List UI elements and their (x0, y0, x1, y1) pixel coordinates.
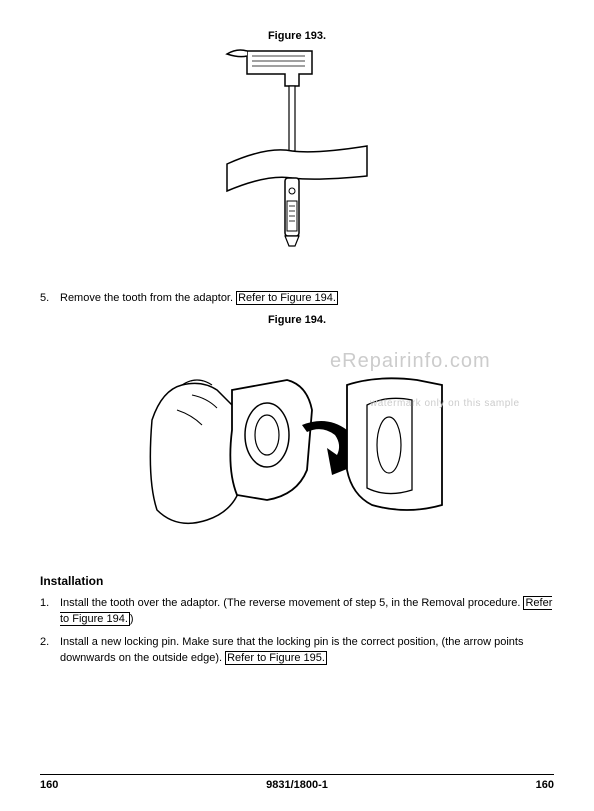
installation-heading: Installation (40, 574, 554, 588)
step-close: ) (130, 613, 134, 625)
step-body: Install the tooth over the adaptor. (The… (60, 597, 523, 609)
step-number: 1. (40, 596, 60, 627)
figure-193-label: Figure 193. (40, 30, 554, 42)
step-text: Install the tooth over the adaptor. (The… (60, 596, 554, 627)
removal-step-5: 5. Remove the tooth from the adaptor. Re… (40, 291, 554, 306)
figure-reference-link[interactable]: Refer to Figure 195. (225, 651, 327, 665)
step-text: Install a new locking pin. Make sure tha… (60, 635, 554, 666)
figure-reference-link[interactable]: Refer to Figure 194. (236, 291, 338, 305)
step-number: 5. (40, 291, 60, 306)
installation-step-1: 1. Install the tooth over the adaptor. (… (40, 596, 554, 627)
step-text: Remove the tooth from the adaptor. Refer… (60, 291, 554, 306)
watermark-sub: watermark only on this sample (370, 398, 520, 409)
figure-194-label: Figure 194. (40, 314, 554, 326)
figure-193-image (40, 46, 554, 271)
page-footer: 160 9831/1800-1 160 (40, 774, 554, 791)
step-body: Remove the tooth from the adaptor. (60, 292, 236, 304)
step-number: 2. (40, 635, 60, 666)
footer-doc-number: 9831/1800-1 (266, 779, 328, 791)
watermark-main: eRepairinfo.com (330, 350, 491, 373)
installation-step-2: 2. Install a new locking pin. Make sure … (40, 635, 554, 666)
footer-page-left: 160 (40, 779, 58, 791)
footer-page-right: 160 (536, 779, 554, 791)
